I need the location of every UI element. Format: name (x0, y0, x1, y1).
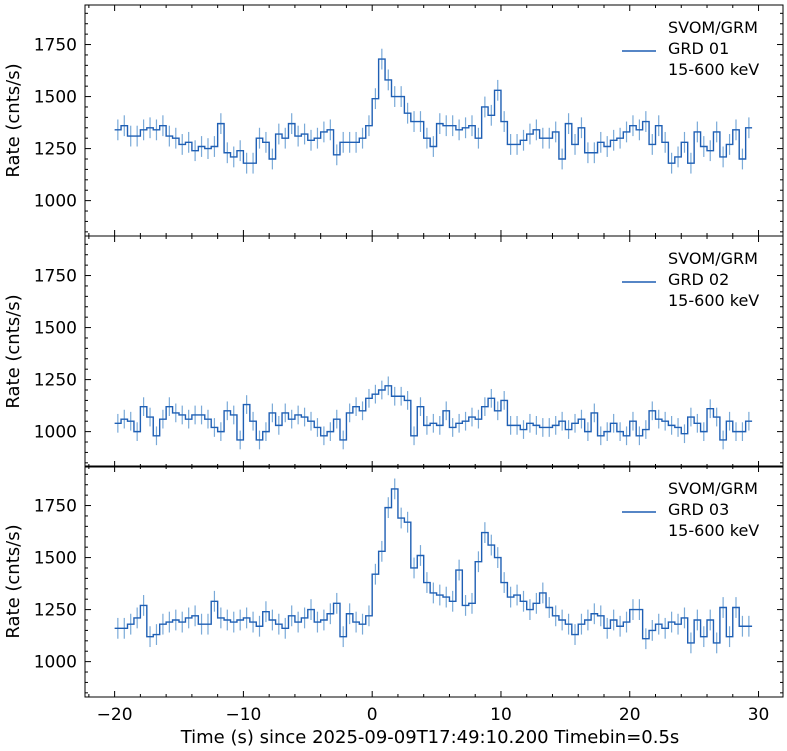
panel-1: 1000 1250 1500 1750 Rate (cnts/s) SVOM/GRM GRD… (3, 4, 784, 237)
series-line-grd-02 (114, 385, 753, 441)
y-tick-label: 1000 (34, 653, 77, 673)
x-axis-title: Time (s) since 2025-09-09T17:49:10.200 T… (180, 727, 680, 748)
y-tick-label: 1000 (34, 423, 77, 443)
y-tick-label: 1750 (34, 497, 77, 517)
x-tick-label: 0 (367, 705, 378, 725)
y-axis-title: Rate (cnts/s) (3, 294, 24, 408)
y-tick-label: 1500 (34, 88, 77, 108)
y-tick-label: 1250 (34, 140, 77, 160)
y-tick-label: 1750 (34, 267, 77, 287)
legend-label: SVOM/GRM (668, 249, 758, 268)
panel-3: 1000 1250 1500 1750 −20 −10 0 10 20 30 Rate (cnts/… (3, 465, 784, 725)
legend-label: 15-600 keV (668, 60, 759, 79)
legend-label: 15-600 keV (668, 521, 759, 540)
y-axis-title: Rate (cnts/s) (3, 63, 24, 177)
plot-frame (84, 465, 784, 698)
y-tick-label: 1500 (34, 549, 77, 569)
series-line-grd-01 (114, 58, 753, 164)
legend-label: GRD 01 (668, 39, 729, 58)
y-tick-label: 1250 (34, 601, 77, 621)
legend-label: SVOM/GRM (668, 18, 758, 37)
panel-2: 1000 1250 1500 1750 Rate (cnts/s) SVOM/GRM GRD… (3, 235, 784, 468)
x-tick-label: −10 (225, 705, 261, 725)
y-tick-label: 1750 (34, 36, 77, 56)
y-tick-label: 1500 (34, 319, 77, 339)
y-tick-label: 1000 (34, 192, 77, 212)
y-tick-label: 1250 (34, 371, 77, 391)
x-tick-label: −20 (97, 705, 133, 725)
x-tick-label: 20 (619, 705, 641, 725)
plot-frame (84, 235, 784, 468)
legend-label: GRD 02 (668, 270, 729, 289)
x-tick-label: 10 (490, 705, 512, 725)
legend-label: 15-600 keV (668, 291, 759, 310)
series-line-grd-03 (114, 488, 753, 644)
y-axis-title: Rate (cnts/s) (3, 524, 24, 638)
legend-label: SVOM/GRM (668, 479, 758, 498)
x-tick-label: 30 (748, 705, 770, 725)
panels: 1000 1250 1500 1750 Rate (cnts/s) SVOM/GRM GRD… (3, 4, 784, 725)
legend-label: GRD 03 (668, 500, 729, 519)
